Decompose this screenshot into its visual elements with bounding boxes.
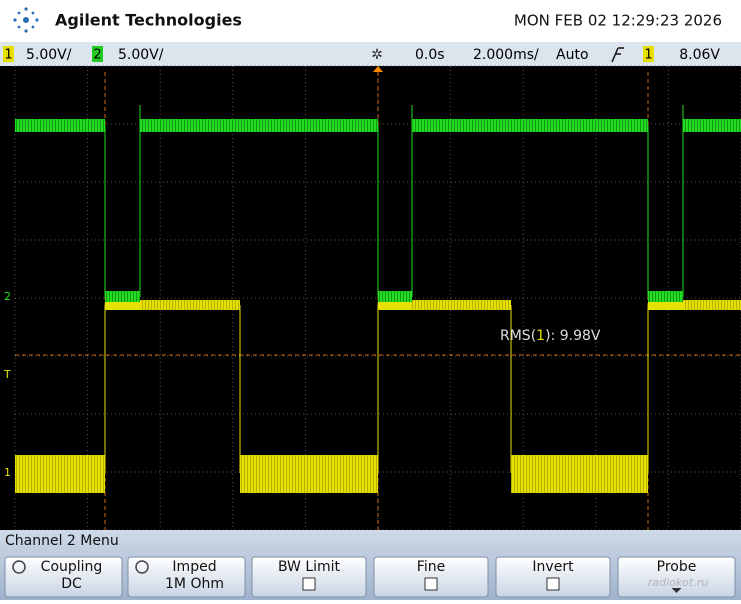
softkey-icon [135,560,149,574]
checkbox [424,577,438,591]
softkey[interactable]: Fine [373,556,489,598]
brand: Agilent Technologies [55,11,242,30]
datetime: MON FEB 02 12:29:23 2026 [514,12,722,30]
softkey-label: Imped [172,559,216,575]
ch1-marker: 1 [4,466,11,479]
softkey-label: Fine [417,559,445,575]
softkey-value: DC [61,576,82,592]
softkey[interactable]: Invert [495,556,611,598]
menu-title: Channel 2 Menu [5,533,119,549]
watermark: radiokot.ru [648,576,708,589]
softkey-bg [251,556,367,598]
trig-slope [611,47,624,63]
softkey[interactable]: Probe [617,556,736,598]
softkey-bg [495,556,611,598]
trig-badge [643,46,654,62]
softkey-bg [373,556,489,598]
ch2-scale: 5.00V/ [118,47,164,63]
ch2-trace [15,105,741,303]
trigger-pos [373,66,383,72]
softkey-value: 1M Ohm [165,576,224,592]
softkey-label: Coupling [41,559,103,575]
softkey[interactable]: BW Limit [251,556,367,598]
softkey-bg [617,556,736,598]
measurement: RMS(1): 9.98V [500,328,601,344]
ch2-marker: 2 [4,290,11,303]
timebase: 2.000ms/ [473,47,539,63]
trig-level: 8.06V [679,47,720,63]
softkey-bg [127,556,246,598]
trig-source: 1 [644,48,652,63]
ch1-trace [15,300,741,493]
ch1-scale: 5.00V/ [26,47,72,63]
header [0,0,741,42]
logo [13,7,39,33]
submenu-arrow [671,588,682,593]
ch2-badge [92,46,103,62]
trigger-marker: T [3,368,11,381]
softkey-icon [12,560,26,574]
mode: Auto [556,47,589,63]
softkey-label: Invert [532,559,574,575]
softkey-bg [4,556,123,598]
softkey-label: Probe [657,559,697,575]
ch1-label: 1 [4,48,12,63]
softkey-label: BW Limit [278,559,341,575]
ch2-label: 2 [93,48,101,63]
delay-icon: ✲ [371,47,383,63]
checkbox [546,577,560,591]
ch1-badge [3,46,14,62]
delay: 0.0s [415,47,445,63]
checkbox [302,577,316,591]
